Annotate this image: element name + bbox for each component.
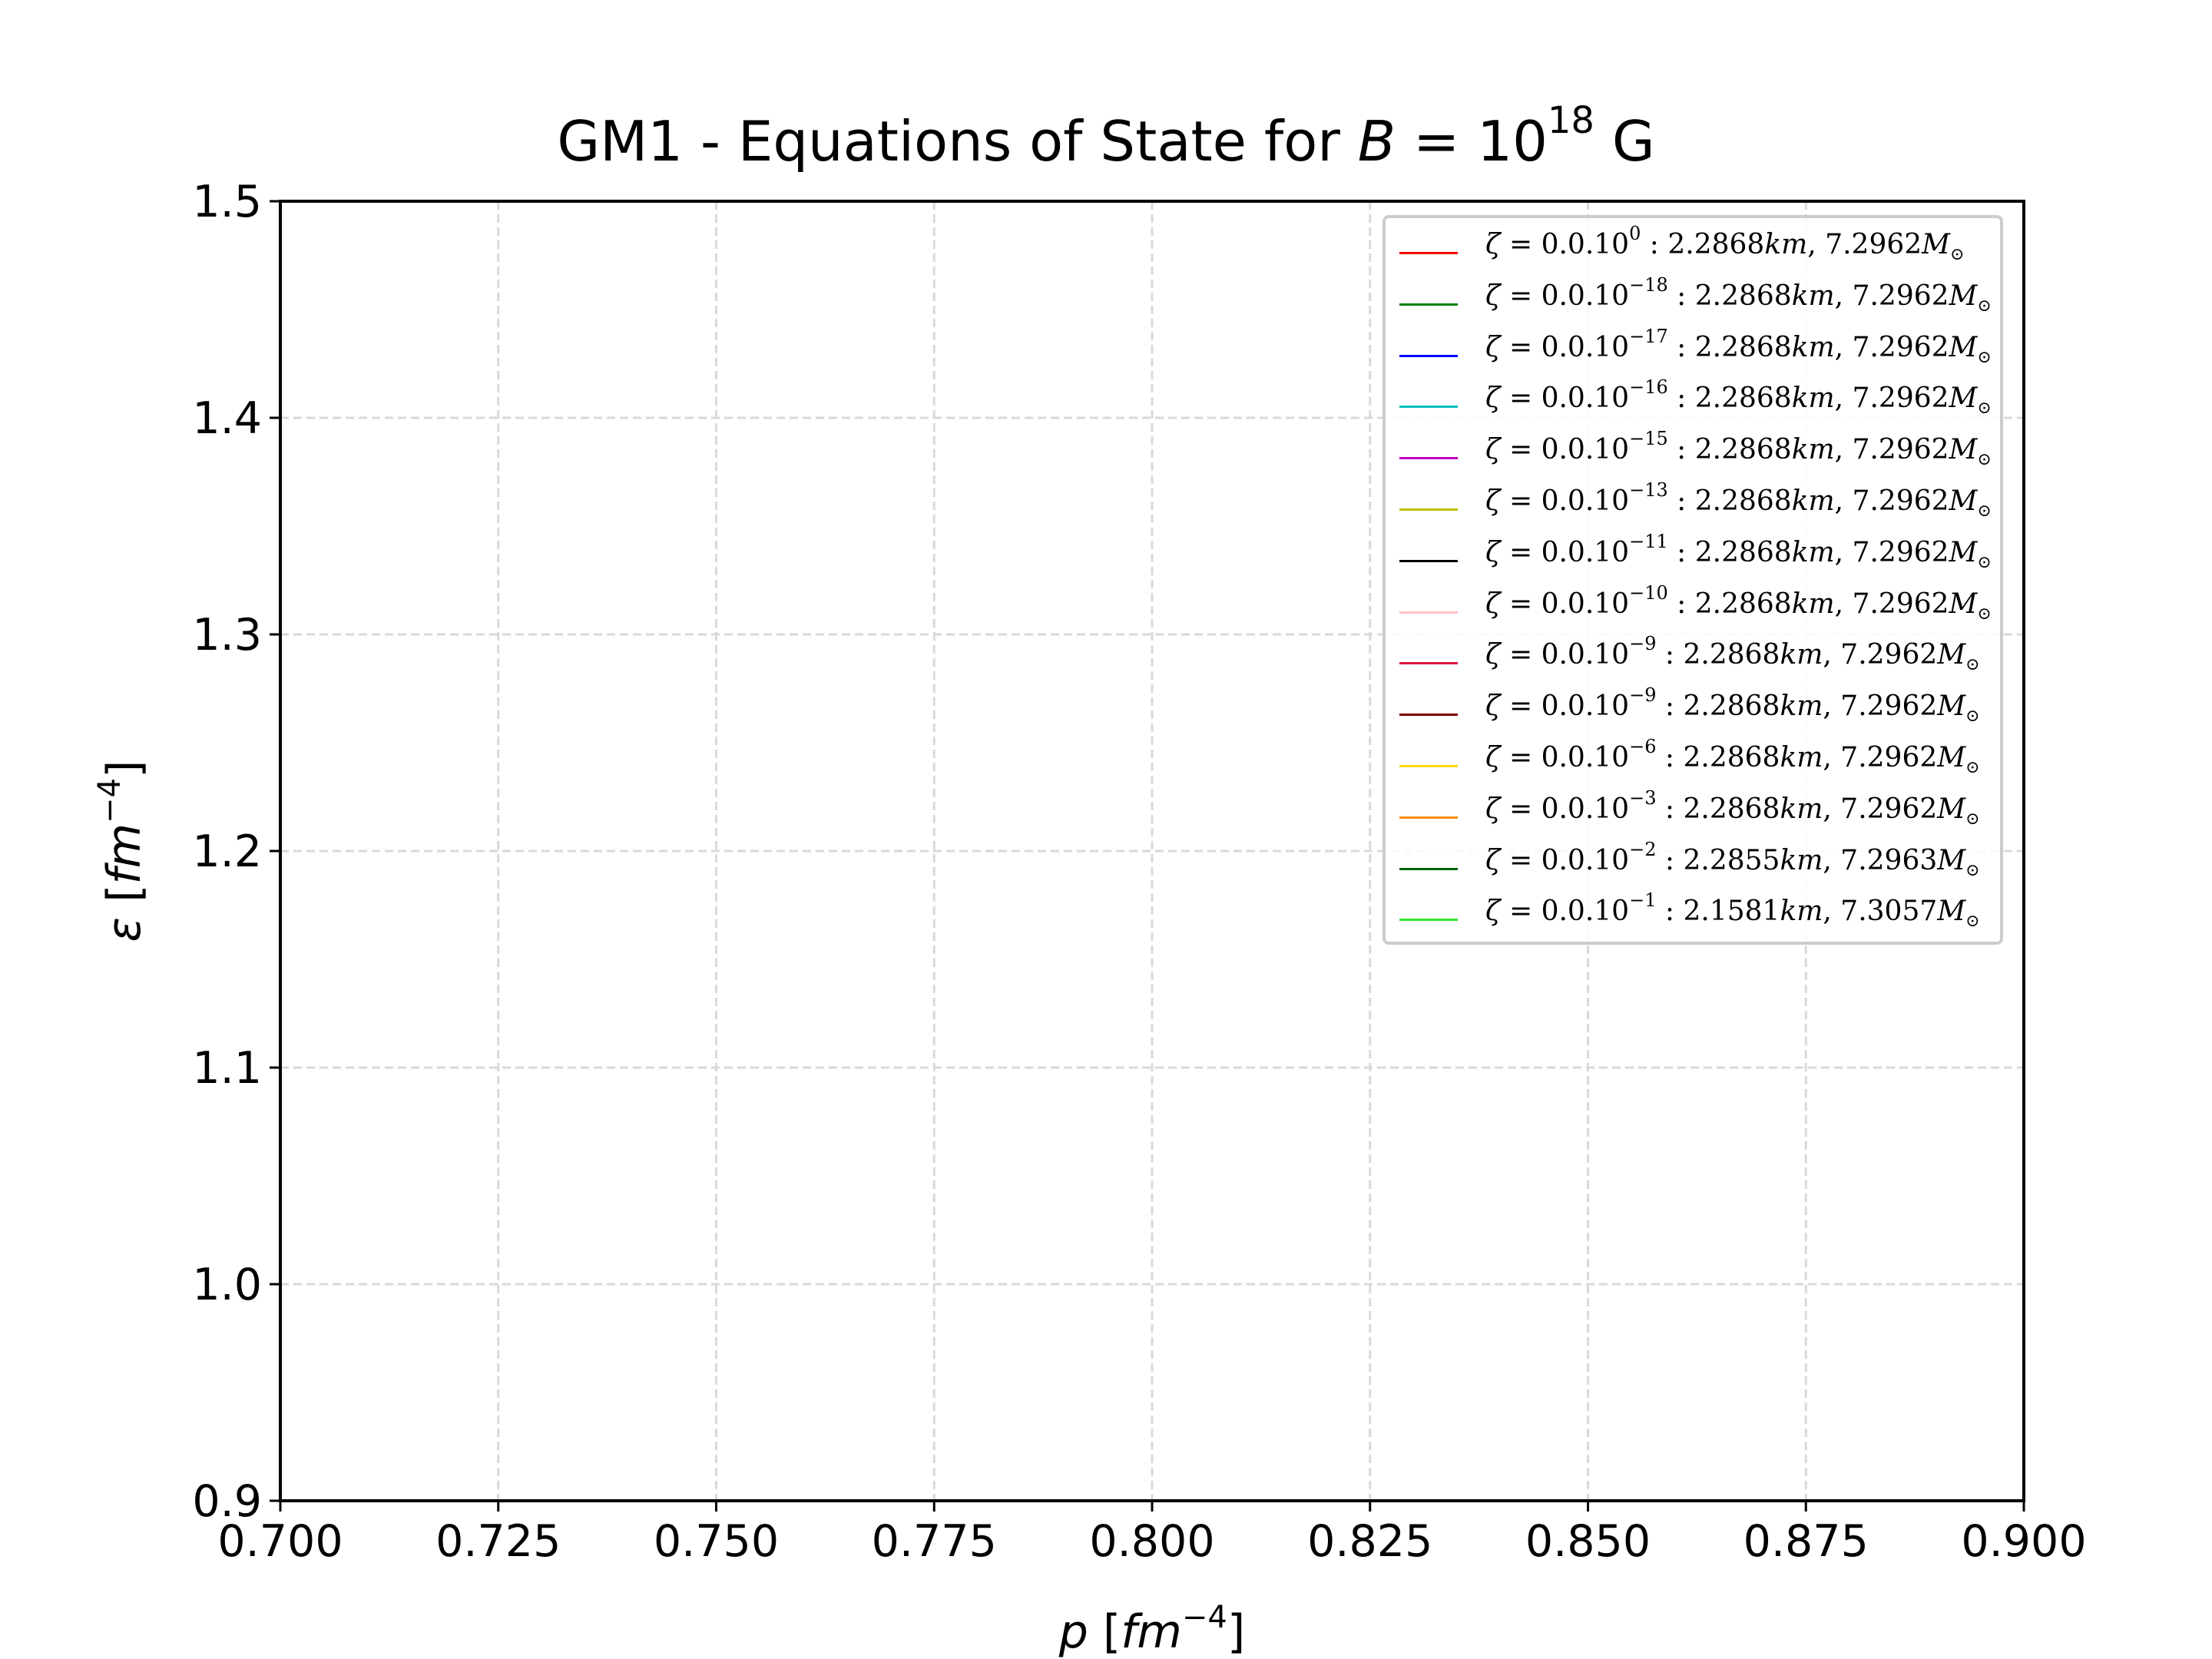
y-tick-label: 1.3 bbox=[192, 610, 262, 661]
x-axis-label-unit: fm bbox=[1121, 1605, 1182, 1659]
title-variable: B bbox=[1357, 109, 1396, 174]
x-axis-label-exp: −4 bbox=[1182, 1600, 1227, 1635]
legend-item: ζ = 0.0.10−17 : 2.2868km, 7.2962M⊙ bbox=[1395, 327, 2002, 378]
legend-label: ζ = 0.0.10−17 : 2.2868km, 7.2962M⊙ bbox=[1485, 325, 1992, 367]
legend-line-swatch bbox=[1399, 252, 1458, 254]
title-unit: G bbox=[1594, 109, 1655, 174]
legend-line-swatch bbox=[1399, 303, 1458, 306]
x-axis-label: p [fm−4] bbox=[1058, 1600, 1246, 1659]
legend-line-swatch bbox=[1399, 508, 1458, 511]
legend-item: ζ = 0.0.100 : 2.2868km, 7.2962M⊙ bbox=[1395, 224, 2002, 275]
legend-item: ζ = 0.0.10−3 : 2.2868km, 7.2962M⊙ bbox=[1395, 789, 2002, 839]
y-tick-label: 1.0 bbox=[192, 1260, 262, 1310]
y-axis-label: ε [fm−4] bbox=[92, 760, 151, 942]
legend-item: ζ = 0.0.10−9 : 2.2868km, 7.2962M⊙ bbox=[1395, 634, 2002, 685]
legend-line-swatch bbox=[1399, 354, 1458, 357]
legend-line-swatch bbox=[1399, 765, 1458, 767]
legend-item: ζ = 0.0.10−10 : 2.2868km, 7.2962M⊙ bbox=[1395, 584, 2002, 634]
legend-label: ζ = 0.0.10−10 : 2.2868km, 7.2962M⊙ bbox=[1485, 581, 1992, 624]
legend-line-swatch bbox=[1399, 816, 1458, 819]
y-axis-label-var: ε bbox=[98, 917, 151, 942]
legend-line-swatch bbox=[1399, 559, 1458, 562]
legend-label: ζ = 0.0.10−11 : 2.2868km, 7.2962M⊙ bbox=[1485, 530, 1992, 572]
legend-line-swatch bbox=[1399, 919, 1458, 922]
x-tick-label: 0.850 bbox=[1525, 1516, 1651, 1567]
x-tick-label: 0.775 bbox=[872, 1516, 997, 1567]
x-tick-label: 0.875 bbox=[1743, 1516, 1869, 1567]
y-axis-label-unit: fm bbox=[98, 823, 151, 885]
chart-title: GM1 - Equations of State for B = 1018 G bbox=[0, 102, 2212, 169]
y-axis-label-exp: −4 bbox=[92, 778, 127, 823]
x-axis: 0.700 0.725 0.750 0.775 0.800 0.825 0.850 0.875… bbox=[217, 1501, 2087, 1567]
legend-line-swatch bbox=[1399, 457, 1458, 460]
legend-item: ζ = 0.0.10−11 : 2.2868km, 7.2962M⊙ bbox=[1395, 532, 2002, 583]
x-axis-label-var: p bbox=[1058, 1605, 1088, 1659]
legend-item: ζ = 0.0.10−9 : 2.2868km, 7.2962M⊙ bbox=[1395, 686, 2002, 737]
legend-line-swatch bbox=[1399, 611, 1458, 614]
x-tick-label: 0.825 bbox=[1307, 1516, 1432, 1567]
legend-item: ζ = 0.0.10−18 : 2.2868km, 7.2962M⊙ bbox=[1395, 276, 2002, 326]
legend-label: ζ = 0.0.10−16 : 2.2868km, 7.2962M⊙ bbox=[1485, 376, 1992, 419]
legend-label: ζ = 0.0.100 : 2.2868km, 7.2962M⊙ bbox=[1485, 223, 1965, 264]
y-tick-label: 1.1 bbox=[192, 1043, 262, 1094]
legend-item: ζ = 0.0.10−16 : 2.2868km, 7.2962M⊙ bbox=[1395, 378, 2002, 429]
y-tick-label: 1.5 bbox=[192, 177, 262, 227]
legend: ζ = 0.0.100 : 2.2868km, 7.2962M⊙ ζ = 0.0.… bbox=[1382, 215, 2003, 945]
legend-label: ζ = 0.0.10−6 : 2.2868km, 7.2962M⊙ bbox=[1485, 736, 1980, 777]
title-prefix: GM1 - Equations of State for bbox=[557, 109, 1358, 174]
y-axis: 0.9 1.0 1.1 1.2 1.3 1.4 1.5 bbox=[192, 177, 280, 1527]
legend-label: ζ = 0.0.10−2 : 2.2855km, 7.2963M⊙ bbox=[1485, 838, 1980, 880]
legend-label: ζ = 0.0.10−9 : 2.2868km, 7.2962M⊙ bbox=[1485, 684, 1980, 727]
legend-label: ζ = 0.0.10−15 : 2.2868km, 7.2962M⊙ bbox=[1485, 428, 1992, 470]
legend-line-swatch bbox=[1399, 714, 1458, 717]
y-axis-label-open: [ bbox=[98, 885, 151, 917]
x-axis-label-close: ] bbox=[1227, 1605, 1245, 1659]
legend-item: ζ = 0.0.10−1 : 2.1581km, 7.3057M⊙ bbox=[1395, 891, 2002, 942]
x-tick-label: 0.800 bbox=[1089, 1516, 1214, 1567]
x-axis-label-open: [ bbox=[1088, 1605, 1121, 1659]
x-tick-label: 0.700 bbox=[217, 1516, 343, 1567]
y-tick-label: 1.4 bbox=[192, 393, 262, 444]
legend-item: ζ = 0.0.10−15 : 2.2868km, 7.2962M⊙ bbox=[1395, 429, 2002, 480]
y-tick-label: 0.9 bbox=[192, 1476, 262, 1527]
title-exponent: 18 bbox=[1547, 99, 1594, 142]
y-tick-label: 1.2 bbox=[192, 826, 262, 877]
title-equals: = 10 bbox=[1396, 109, 1548, 174]
legend-label: ζ = 0.0.10−13 : 2.2868km, 7.2962M⊙ bbox=[1485, 479, 1992, 521]
legend-line-swatch bbox=[1399, 867, 1458, 870]
x-tick-label: 0.725 bbox=[435, 1516, 561, 1567]
legend-label: ζ = 0.0.10−3 : 2.2868km, 7.2962M⊙ bbox=[1485, 786, 1980, 829]
legend-line-swatch bbox=[1399, 406, 1458, 409]
legend-label: ζ = 0.0.10−18 : 2.2868km, 7.2962M⊙ bbox=[1485, 273, 1992, 316]
x-tick-label: 0.750 bbox=[654, 1516, 779, 1567]
legend-label: ζ = 0.0.10−9 : 2.2868km, 7.2962M⊙ bbox=[1485, 633, 1980, 675]
legend-item: ζ = 0.0.10−2 : 2.2855km, 7.2963M⊙ bbox=[1395, 840, 2002, 891]
y-axis-label-close: ] bbox=[98, 760, 151, 778]
legend-item: ζ = 0.0.10−13 : 2.2868km, 7.2962M⊙ bbox=[1395, 481, 2002, 531]
legend-label: ζ = 0.0.10−1 : 2.1581km, 7.3057M⊙ bbox=[1485, 889, 1980, 932]
legend-line-swatch bbox=[1399, 662, 1458, 665]
x-tick-label: 0.900 bbox=[1961, 1516, 2086, 1567]
legend-item: ζ = 0.0.10−6 : 2.2868km, 7.2962M⊙ bbox=[1395, 737, 2002, 788]
